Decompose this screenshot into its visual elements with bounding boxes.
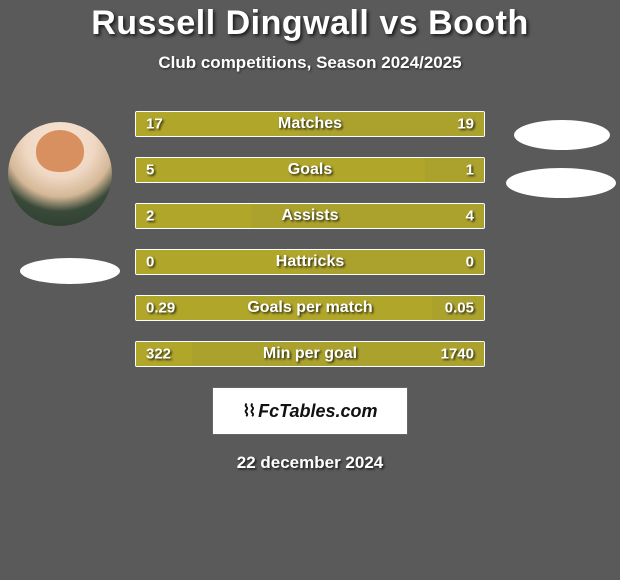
stat-label: Hattricks	[276, 253, 344, 271]
stat-value-left: 2	[146, 208, 154, 225]
stat-value-left: 0.29	[146, 300, 175, 317]
stat-value-left: 322	[146, 346, 171, 363]
stat-label: Min per goal	[263, 345, 357, 363]
player-right-avatar	[512, 120, 612, 180]
player-left-avatar	[8, 122, 112, 226]
stat-value-right: 0	[466, 254, 474, 271]
page-subtitle: Club competitions, Season 2024/2025	[0, 53, 620, 73]
stat-value-right: 0.05	[445, 300, 474, 317]
stat-value-right: 19	[457, 116, 474, 133]
source-logo-icon: ⌇⌇	[243, 401, 255, 421]
stat-value-right: 1	[466, 162, 474, 179]
stat-value-left: 17	[146, 116, 163, 133]
player-left-club-badge	[20, 258, 120, 284]
stat-row: 2 4 Assists	[135, 203, 485, 229]
stat-value-left: 0	[146, 254, 154, 271]
stat-value-left: 5	[146, 162, 154, 179]
page-title: Russell Dingwall vs Booth	[0, 4, 620, 43]
stat-label: Assists	[282, 207, 339, 225]
stat-label: Goals	[288, 161, 332, 179]
stat-label: Matches	[278, 115, 342, 133]
stat-value-right: 4	[466, 208, 474, 225]
comparison-card: Russell Dingwall vs Booth Club competiti…	[0, 0, 620, 473]
source-brand: FcTables.com	[258, 401, 377, 422]
stat-row: 322 1740 Min per goal	[135, 341, 485, 367]
stat-row: 0.29 0.05 Goals per match	[135, 295, 485, 321]
stat-row: 0 0 Hattricks	[135, 249, 485, 275]
stat-label: Goals per match	[247, 299, 372, 317]
stat-bar-left	[136, 158, 425, 182]
stat-row: 5 1 Goals	[135, 157, 485, 183]
stats-bar-list: 17 19 Matches 5 1 Goals 2 4 Assists 0 0 Hattricks 0.…	[135, 111, 485, 367]
stat-value-right: 1740	[441, 346, 474, 363]
stat-row: 17 19 Matches	[135, 111, 485, 137]
snapshot-date: 22 december 2024	[0, 453, 620, 473]
source-badge[interactable]: ⌇⌇ FcTables.com	[212, 387, 408, 435]
stat-bar-right	[425, 158, 484, 182]
